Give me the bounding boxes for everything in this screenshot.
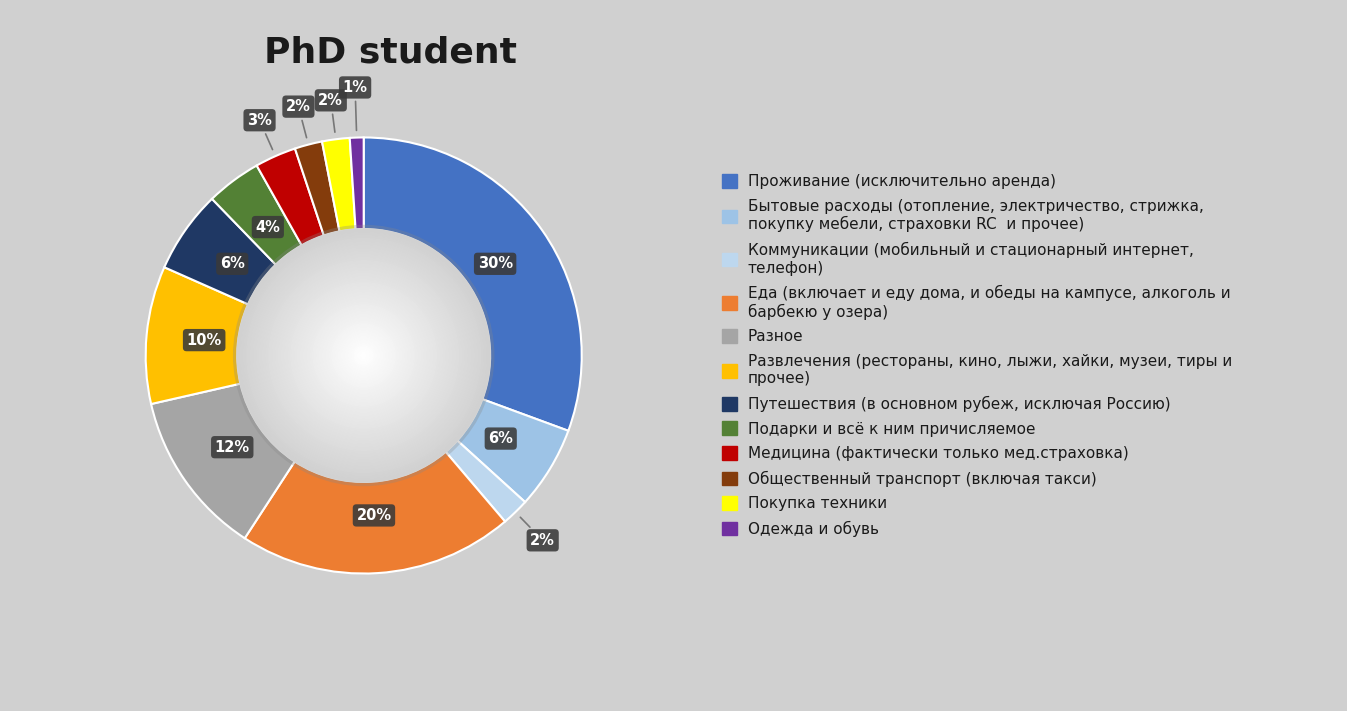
Wedge shape bbox=[151, 384, 295, 538]
Circle shape bbox=[348, 340, 380, 371]
Circle shape bbox=[272, 264, 455, 447]
Circle shape bbox=[244, 235, 484, 476]
Circle shape bbox=[329, 321, 399, 390]
Circle shape bbox=[326, 318, 401, 393]
Text: 6%: 6% bbox=[220, 256, 245, 272]
Circle shape bbox=[338, 330, 389, 381]
Circle shape bbox=[342, 333, 385, 378]
Circle shape bbox=[345, 336, 383, 375]
Circle shape bbox=[352, 343, 376, 368]
Circle shape bbox=[319, 311, 408, 400]
Text: 30%: 30% bbox=[478, 256, 513, 272]
Circle shape bbox=[288, 279, 439, 432]
Circle shape bbox=[237, 229, 490, 482]
Wedge shape bbox=[350, 137, 364, 229]
Wedge shape bbox=[164, 199, 276, 304]
Text: 1%: 1% bbox=[342, 80, 368, 130]
Text: 2%: 2% bbox=[520, 518, 555, 547]
Text: 4%: 4% bbox=[256, 220, 280, 235]
Circle shape bbox=[253, 245, 474, 466]
Circle shape bbox=[256, 248, 471, 463]
Circle shape bbox=[335, 327, 392, 384]
Circle shape bbox=[260, 251, 467, 460]
Wedge shape bbox=[295, 141, 339, 235]
Circle shape bbox=[307, 299, 420, 412]
Circle shape bbox=[251, 242, 477, 469]
Circle shape bbox=[263, 255, 465, 456]
Text: 2%: 2% bbox=[286, 99, 311, 138]
Wedge shape bbox=[257, 149, 323, 245]
Circle shape bbox=[284, 277, 443, 434]
Circle shape bbox=[300, 292, 427, 419]
Circle shape bbox=[303, 296, 424, 415]
Circle shape bbox=[279, 270, 449, 441]
Wedge shape bbox=[446, 441, 525, 522]
Text: 20%: 20% bbox=[357, 508, 392, 523]
Circle shape bbox=[310, 301, 418, 410]
Circle shape bbox=[265, 257, 462, 454]
Circle shape bbox=[269, 261, 458, 450]
Wedge shape bbox=[145, 267, 248, 404]
Wedge shape bbox=[322, 138, 356, 231]
Text: PhD student: PhD student bbox=[264, 36, 517, 70]
Wedge shape bbox=[245, 451, 505, 574]
Circle shape bbox=[357, 349, 370, 362]
Circle shape bbox=[275, 267, 453, 444]
Wedge shape bbox=[364, 137, 582, 431]
Circle shape bbox=[247, 238, 481, 473]
Circle shape bbox=[282, 273, 446, 438]
Text: 10%: 10% bbox=[186, 333, 222, 348]
Circle shape bbox=[354, 346, 373, 365]
Legend: Проживание (исключительно аренда), Бытовые расходы (отопление, электричество, ст: Проживание (исключительно аренда), Бытов… bbox=[722, 174, 1231, 537]
Wedge shape bbox=[458, 399, 568, 502]
Circle shape bbox=[298, 289, 430, 422]
Circle shape bbox=[333, 324, 395, 387]
Circle shape bbox=[291, 283, 436, 428]
Circle shape bbox=[361, 353, 366, 358]
Wedge shape bbox=[211, 166, 302, 264]
Text: 6%: 6% bbox=[489, 431, 513, 446]
Circle shape bbox=[294, 286, 434, 425]
Circle shape bbox=[240, 232, 488, 479]
Text: 12%: 12% bbox=[214, 439, 249, 455]
Text: 3%: 3% bbox=[247, 113, 272, 149]
Circle shape bbox=[317, 308, 411, 403]
Text: 2%: 2% bbox=[318, 93, 343, 132]
Circle shape bbox=[313, 305, 415, 406]
Circle shape bbox=[322, 314, 405, 397]
